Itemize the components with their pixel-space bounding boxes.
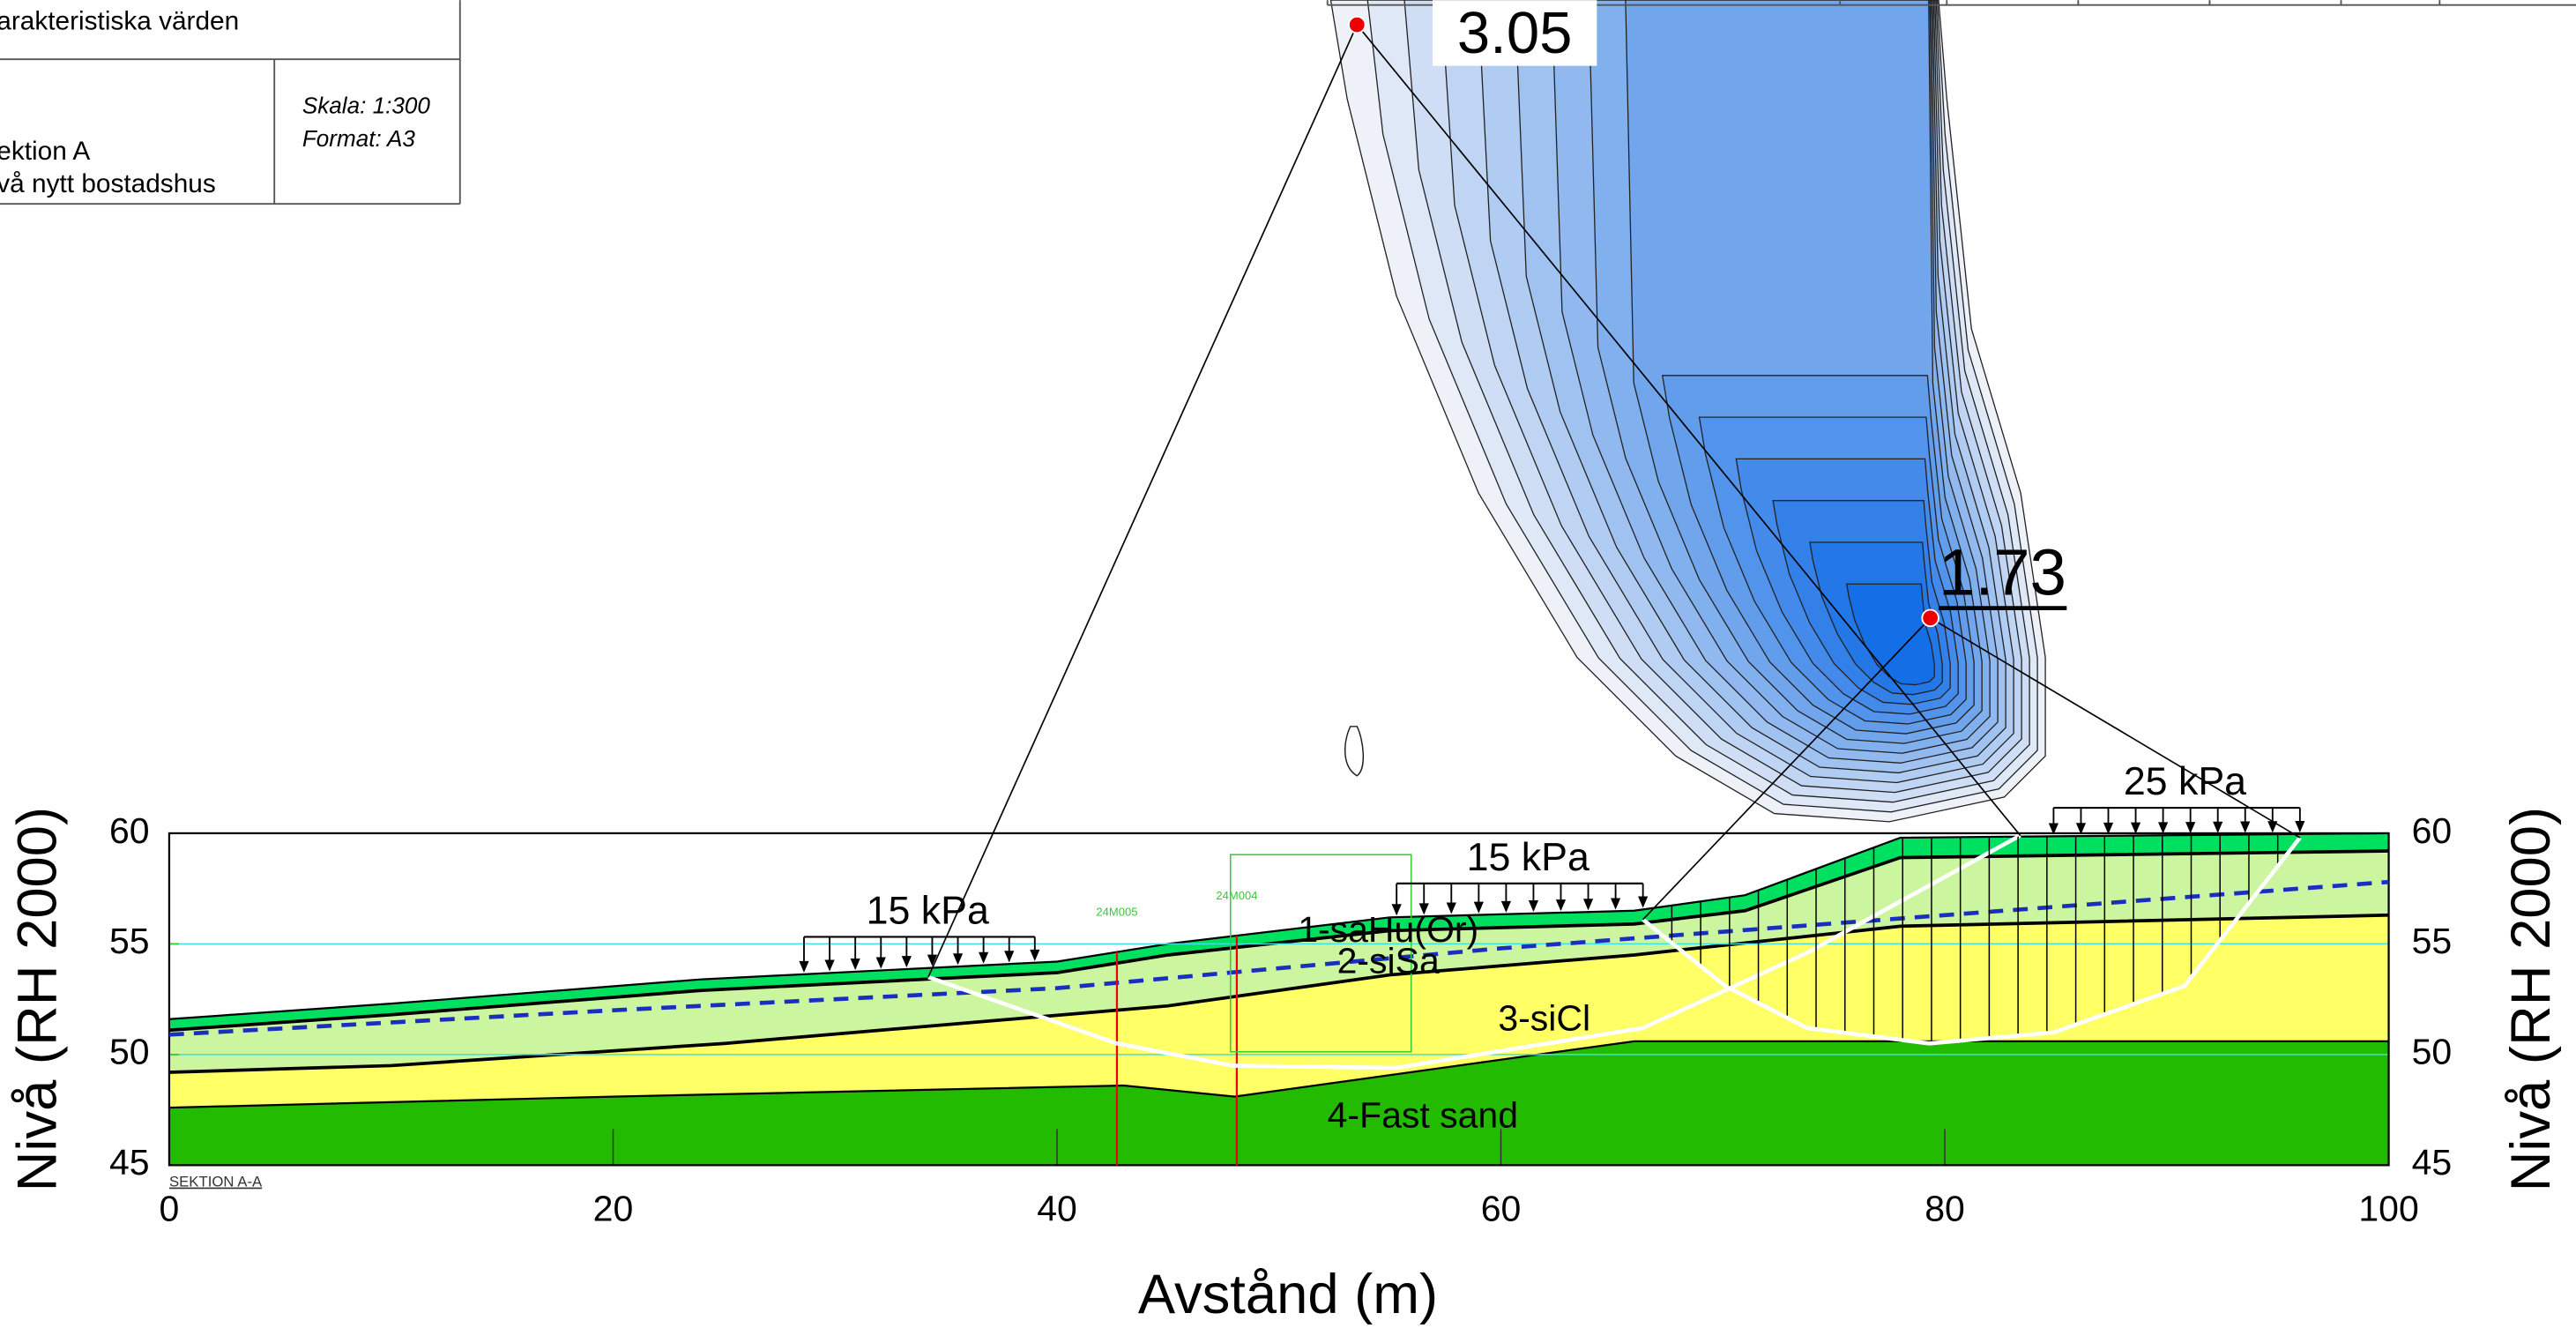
slip-center <box>1348 15 1366 34</box>
leader-line <box>927 24 1359 978</box>
borehole-label: 24M005 <box>1096 906 1137 919</box>
load-arrowhead <box>2240 821 2251 833</box>
leader-line <box>1642 617 1932 921</box>
load-arrowhead <box>901 956 912 968</box>
x-tick-label: 80 <box>1925 1188 1965 1228</box>
leader-line <box>1930 617 2301 839</box>
load-arrowhead <box>1610 898 1621 910</box>
load-arrowhead <box>1528 899 1539 913</box>
y-tick-label: 60 <box>109 810 150 851</box>
x-axis-title: Avstånd (m) <box>1138 1264 1438 1325</box>
scale-text: Skala: 1:300 <box>302 93 430 119</box>
contour <box>1845 583 1935 686</box>
y-tick-label-right: 55 <box>2412 921 2453 961</box>
borehole-label: 24M004 <box>1216 889 1257 902</box>
load-arrowhead <box>850 958 860 971</box>
load-arrowhead <box>1555 899 1567 912</box>
load-arrowhead <box>824 959 835 972</box>
y-tick-label-right: 60 <box>2412 810 2453 851</box>
fos-label: 3.05 <box>1457 0 1573 66</box>
layer-boundary <box>168 832 2389 1020</box>
load-arrowhead <box>799 960 809 973</box>
load-arrowhead <box>952 953 964 966</box>
layer-label: 1-saHu(Or) <box>1298 909 1478 950</box>
load-arrowhead <box>1446 902 1456 914</box>
load-label: 25 kPa <box>2124 760 2246 803</box>
x-tick-label: 20 <box>593 1188 634 1228</box>
layer-boundary <box>168 849 2389 1033</box>
section-label: SEKTION A-A <box>169 1174 263 1190</box>
y-axis-title-right: Nivå (RH 2000) <box>2500 807 2562 1192</box>
load-arrowhead <box>1500 900 1511 913</box>
title-text: ektion A <box>0 137 90 166</box>
slip-surface <box>1642 836 2302 1046</box>
load-arrowhead <box>2267 821 2278 833</box>
layer-fill <box>168 914 2389 1108</box>
layer-boundary <box>168 1040 2389 1109</box>
load-arrowhead <box>979 951 989 964</box>
y-tick-label: 45 <box>109 1142 150 1183</box>
title-text: arakteristiska värden <box>0 7 239 36</box>
load-arrowhead <box>2075 823 2087 835</box>
plot-frame <box>168 832 2390 1167</box>
title-text: vå nytt bostadshus <box>0 169 216 198</box>
layer-label: 2-siSa <box>1337 940 1440 981</box>
load-label: 15 kPa <box>867 890 989 933</box>
layer-fill <box>168 832 2389 1031</box>
load-arrowhead <box>2048 823 2059 835</box>
load-arrowhead <box>1391 904 1402 916</box>
load-arrowhead <box>927 954 938 966</box>
safety-contours <box>1329 0 2046 823</box>
load-arrowhead <box>2213 821 2223 833</box>
load-label: 15 kPa <box>1467 836 1590 879</box>
x-tick-label: 60 <box>1481 1188 1522 1228</box>
load-arrowhead <box>2295 820 2305 832</box>
fos-label: 1.73 <box>1939 536 2066 609</box>
load-arrowhead <box>1030 949 1040 961</box>
y-tick-label: 55 <box>109 921 150 961</box>
profile-box <box>1230 854 1412 1053</box>
format-text: Format: A3 <box>302 125 416 152</box>
x-tick-label: 40 <box>1037 1188 1077 1228</box>
y-tick-label-right: 45 <box>2412 1142 2453 1183</box>
layer-label: 3-siCl <box>1498 998 1590 1039</box>
x-tick-label: 0 <box>160 1188 180 1228</box>
y-tick-label-right: 50 <box>2412 1032 2453 1072</box>
load-arrowhead <box>1004 951 1015 963</box>
layer-fill <box>168 1041 2389 1166</box>
load-arrowhead <box>2130 822 2141 834</box>
load-arrowhead <box>1638 896 1649 908</box>
load-arrowhead <box>2185 822 2196 834</box>
leader-line <box>1356 24 2021 836</box>
load-arrowhead <box>1418 903 1429 915</box>
layer-label: 4-Fast sand <box>1328 1095 1518 1136</box>
y-axis-title: Nivå (RH 2000) <box>6 807 68 1192</box>
slip-center <box>1921 608 1939 628</box>
load-arrowhead <box>1582 899 1594 911</box>
load-arrowhead <box>875 957 886 969</box>
slip-surface <box>927 833 2021 1071</box>
contour-island <box>1344 726 1365 777</box>
load-arrowhead <box>2103 822 2114 834</box>
fos-box <box>1432 0 1597 66</box>
layer-boundary <box>168 913 2389 1074</box>
load-arrowhead <box>1473 901 1484 914</box>
load-arrowhead <box>2158 822 2169 834</box>
water-table <box>168 879 2389 1037</box>
x-tick-label: 100 <box>2358 1188 2418 1228</box>
layer-fill <box>168 851 2389 1072</box>
title-block <box>0 0 461 205</box>
y-tick-label: 50 <box>109 1032 150 1072</box>
